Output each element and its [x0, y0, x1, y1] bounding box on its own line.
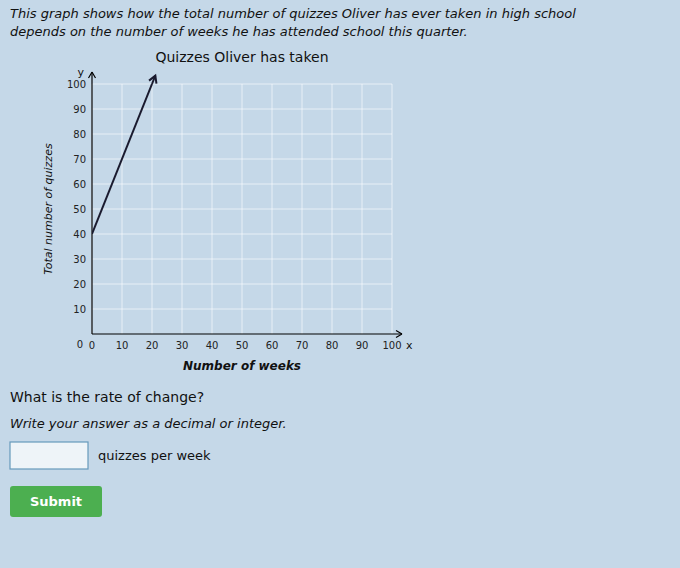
y-tick-label: 30: [73, 254, 86, 265]
grid-line: [92, 84, 392, 85]
x-tick-label: 90: [356, 340, 369, 351]
background: [0, 0, 680, 568]
axis-end-label: y: [77, 66, 84, 79]
submit-button-bg: [10, 486, 102, 517]
x-tick-label: 70: [296, 340, 309, 351]
x-axis-arrow: [396, 331, 402, 338]
input-label: quizzes per week: [98, 448, 211, 463]
page: This graph shows how the total number of…: [0, 0, 680, 568]
submit-label: Submit: [30, 494, 82, 509]
instruction: Write your answer as a decimal or intege…: [10, 416, 287, 431]
y-tick-label: 10: [73, 304, 86, 315]
grid-line: [92, 259, 392, 260]
axis-end-label: x: [406, 339, 413, 352]
grid-line: [92, 309, 392, 310]
plot-area: [92, 84, 152, 234]
grid-line: [92, 209, 392, 210]
grid-line: [92, 109, 392, 110]
y-axis: [91, 72, 92, 334]
y-tick-label: 90: [73, 104, 86, 115]
x-tick-label: 50: [236, 340, 249, 351]
y-tick-label: 100: [67, 79, 86, 90]
y-axis-label: Total number of quizzes: [42, 143, 55, 275]
data-line: [92, 84, 152, 234]
y-tick-label: 70: [73, 154, 86, 165]
header-line: depends on the number of weeks he has at…: [10, 24, 468, 39]
x-axis-label: Number of weeks: [183, 359, 301, 373]
submit-button[interactable]: Submit: [10, 486, 102, 517]
x-axis: [92, 333, 402, 334]
header-line: This graph shows how the total number of…: [10, 6, 576, 21]
grid: [92, 84, 392, 334]
axes: [89, 72, 403, 338]
answer-input[interactable]: [10, 442, 88, 469]
chart-title: Quizzes Oliver has taken: [155, 49, 328, 65]
grid-line: [92, 284, 392, 285]
origin-label: 0: [77, 339, 83, 350]
y-tick-label: 20: [73, 279, 86, 290]
y-axis-arrow: [89, 72, 96, 78]
x-tick-label: 10: [116, 340, 129, 351]
question: What is the rate of change?: [10, 389, 204, 405]
grid-line: [92, 159, 392, 160]
grid-line: [92, 234, 392, 235]
x-tick-label: 60: [266, 340, 279, 351]
x-tick-label: 30: [176, 340, 189, 351]
x-tick-label: 40: [206, 340, 219, 351]
x-tick-label: 80: [326, 340, 339, 351]
grid-line: [92, 184, 392, 185]
y-tick-label: 80: [73, 129, 86, 140]
y-tick-label: 60: [73, 179, 86, 190]
line-arrowhead: [149, 76, 156, 84]
y-tick-label: 50: [73, 204, 86, 215]
grid-line: [92, 134, 392, 135]
x-tick-label: 20: [146, 340, 159, 351]
x-tick-label: 0: [89, 340, 95, 351]
y-tick-label: 40: [73, 229, 86, 240]
x-tick-label: 100: [382, 340, 401, 351]
